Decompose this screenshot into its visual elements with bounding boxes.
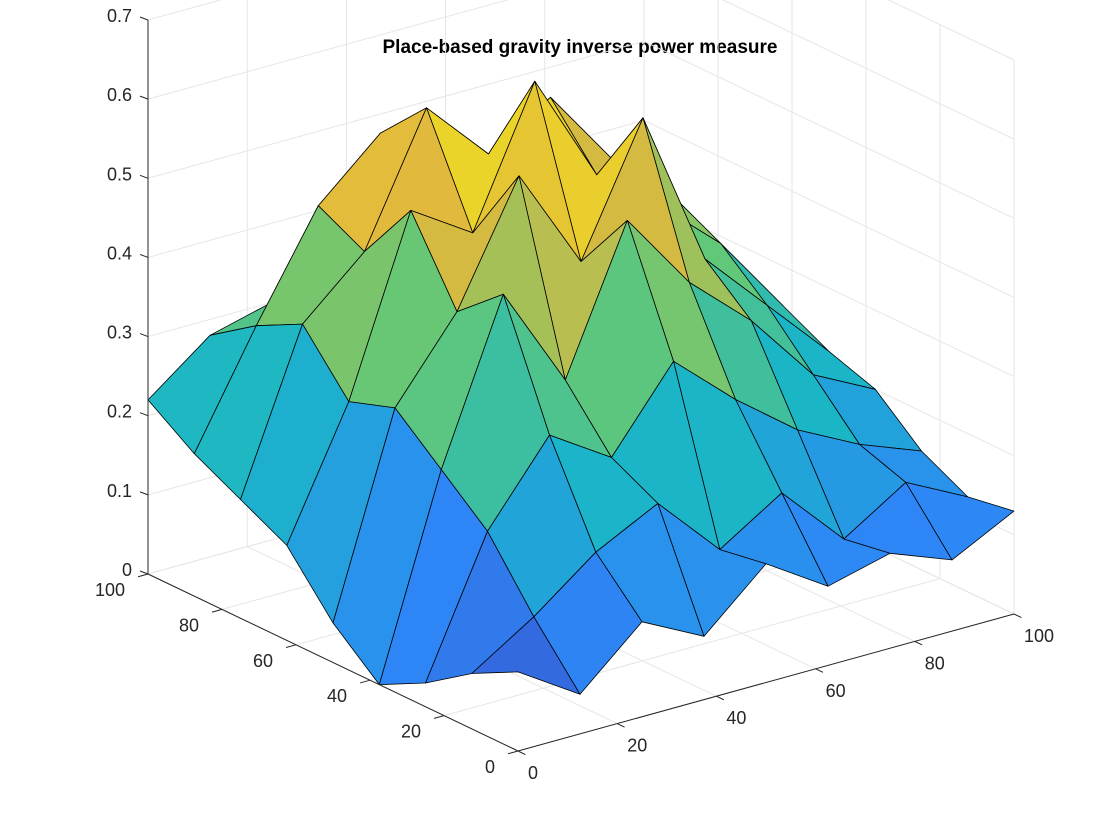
y-tick-label: 60 [253,651,273,671]
x-tick-mark [716,695,725,701]
y-tick-label: 40 [327,686,347,706]
grid-line-y-floor [443,578,941,717]
x-tick-mark [517,750,526,755]
z-tick-label: 0.7 [107,6,132,26]
x-tick-mark [1013,613,1022,618]
y-tick-label: 80 [179,615,199,635]
y-tick-label: 100 [95,580,125,600]
y-tick-mark [137,573,149,578]
z-tick-label: 0.2 [107,402,132,422]
z-tick-mark [139,412,149,417]
x-tick-mark [616,723,625,728]
surface-plot [147,80,1015,695]
z-tick-mark [139,253,149,258]
x-tick-label: 60 [826,681,846,701]
y-tick-mark [211,608,223,613]
y-tick-mark [359,679,371,684]
x-tick-label: 80 [925,653,945,673]
tick-labels: 02040608010002040608010000.10.20.30.40.5… [95,6,1054,783]
grid-line-z [147,0,1015,61]
grid-line-z [147,40,1015,219]
surface-patch [471,616,581,695]
y-tick-mark [507,750,519,755]
z-tick-mark [139,333,149,338]
z-tick-label: 0 [122,560,132,580]
z-tick-label: 0.5 [107,164,132,184]
y-tick-mark [285,644,297,649]
chart-title: Place-based gravity inverse power measur… [383,37,778,58]
y-axis-line [147,573,519,752]
grid-line-z [147,0,1015,140]
y-tick-mark [433,715,445,719]
axis-lines [137,16,1022,755]
x-tick-label: 20 [627,736,647,756]
x-tick-mark [815,668,824,673]
z-tick-mark [139,491,149,496]
z-tick-label: 0.6 [107,85,132,105]
z-tick-mark [139,16,149,21]
x-axis-line [517,613,1015,752]
z-tick-label: 0.3 [107,323,132,343]
y-tick-label: 0 [485,757,495,777]
z-tick-mark [139,174,149,179]
x-tick-label: 0 [528,763,538,783]
z-tick-label: 0.4 [107,243,132,263]
z-tick-label: 0.1 [107,481,132,501]
z-tick-mark [139,95,149,100]
z-tick-mark [139,570,149,575]
x-tick-mark [914,640,923,646]
x-tick-label: 40 [726,708,746,728]
y-tick-label: 20 [401,722,421,742]
x-tick-label: 100 [1024,626,1054,646]
